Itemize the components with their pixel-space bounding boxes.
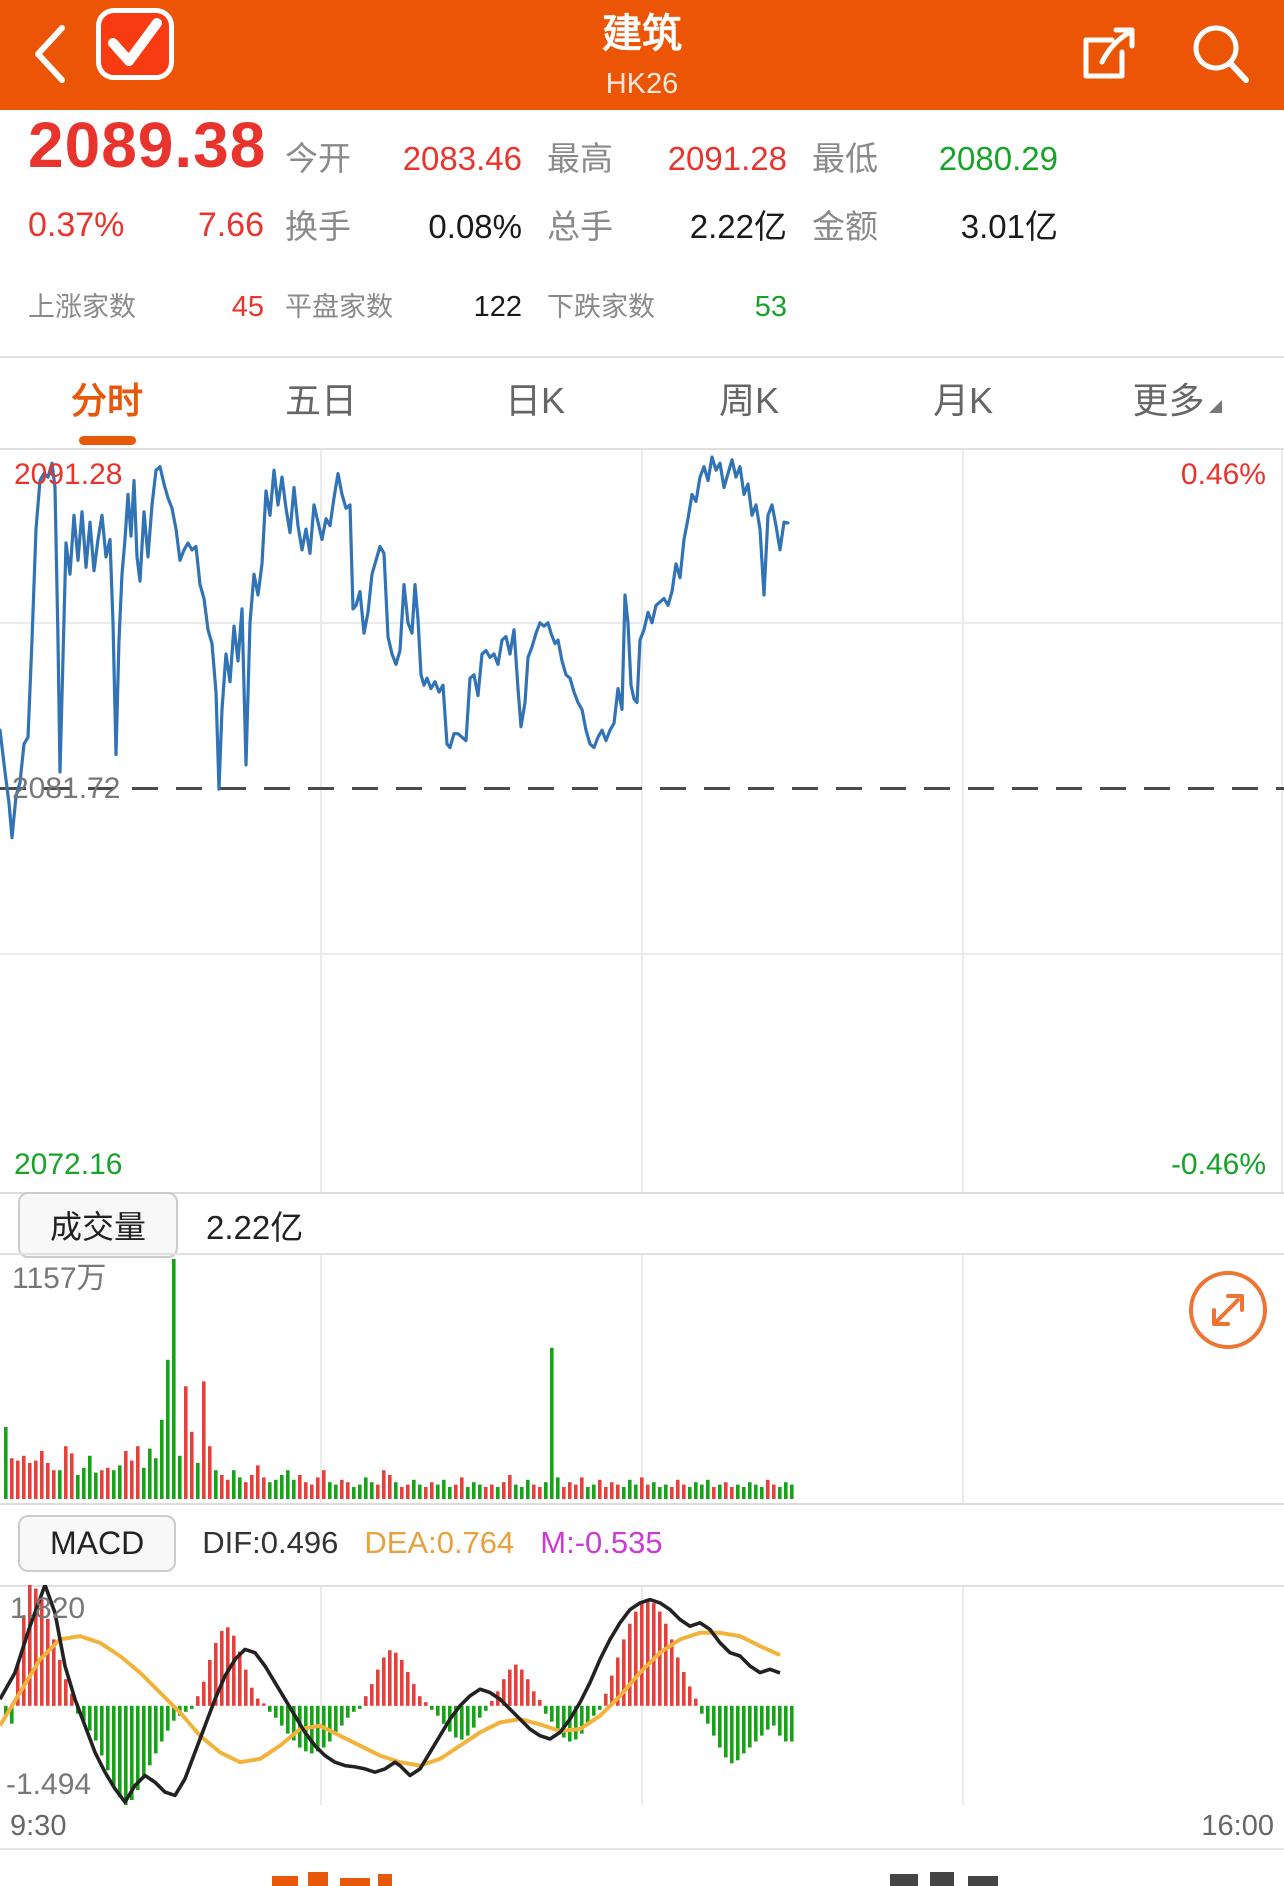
volume-button[interactable]: 成交量 <box>18 1192 179 1258</box>
tab-daily-k[interactable]: 日K <box>504 380 565 421</box>
active-tab-underline <box>79 436 136 445</box>
stat-turnover-rate: 换手 0.08% <box>285 208 522 245</box>
stat-high: 最高 2091.28 <box>547 140 787 177</box>
macd-button[interactable]: MACD <box>18 1514 177 1572</box>
chart-prev-close-label: 2081.72 <box>12 772 121 805</box>
macd-chart[interactable] <box>0 1585 1284 1805</box>
dea-value: DEA:0.764 <box>364 1525 515 1560</box>
chart-low-label: 2072.16 <box>14 1148 123 1181</box>
breadth-decliners: 下跌家数 53 <box>547 291 787 323</box>
stat-open: 今开 2083.46 <box>285 140 522 177</box>
back-icon[interactable] <box>30 22 70 86</box>
breadth-unchanged: 平盘家数 122 <box>285 291 522 323</box>
volume-max-label: 1157万 <box>12 1262 107 1295</box>
share-icon[interactable] <box>1072 18 1144 90</box>
breadth-advancers: 上涨家数 45 <box>28 291 264 323</box>
tab-weekly-k[interactable]: 周K <box>718 380 779 421</box>
price-change: 0.37% 7.66 <box>28 206 264 245</box>
expand-icon[interactable] <box>1186 1268 1270 1352</box>
tab-five-day[interactable]: 五日 <box>284 380 357 421</box>
header: 建筑 HK26 <box>0 0 1284 110</box>
m-value: M:-0.535 <box>540 1525 663 1560</box>
tab-minute[interactable]: 分时 <box>70 380 143 421</box>
minute-price-chart[interactable] <box>0 448 1284 1192</box>
volume-chart[interactable] <box>0 1253 1284 1503</box>
more-triangle-icon <box>1208 400 1222 413</box>
chart-high-label: 2091.28 <box>14 458 123 491</box>
macd-min-label: -1.494 <box>6 1768 92 1801</box>
last-price: 2089.38 <box>28 109 267 181</box>
stat-total-volume: 总手 2.22亿 <box>547 208 787 245</box>
volume-header: 成交量 2.22亿 <box>0 1192 1284 1258</box>
tab-more[interactable]: 更多 <box>1070 358 1284 448</box>
dif-value: DIF:0.496 <box>202 1525 339 1560</box>
time-axis: 9:30 16:00 <box>0 1810 1284 1848</box>
page-title: 建筑 <box>602 12 682 56</box>
divider <box>0 1192 1284 1194</box>
divider <box>0 1503 1284 1505</box>
macd-max-label: 1.820 <box>10 1592 86 1625</box>
chart-tab-bar: 分时 五日 日K 周K 月K 更多 <box>0 356 1284 448</box>
tab-monthly-k[interactable]: 月K <box>932 380 993 421</box>
time-end: 16:00 <box>1201 1810 1274 1842</box>
change-absolute: 7.66 <box>197 206 264 244</box>
macd-header: MACD DIF:0.496 DEA:0.764 M:-0.535 <box>0 1509 1284 1577</box>
volume-total: 2.22亿 <box>206 1209 304 1246</box>
divider <box>0 1848 1284 1850</box>
ticker-code: HK26 <box>605 68 679 100</box>
change-percent: 0.37% <box>28 206 125 244</box>
chart-pct-low-label: -0.46% <box>1170 1148 1266 1181</box>
stat-low: 最低 2080.29 <box>812 140 1058 177</box>
watchlist-check-icon[interactable] <box>96 8 174 80</box>
chart-pct-high-label: 0.46% <box>1180 458 1266 491</box>
search-icon[interactable] <box>1184 18 1256 90</box>
time-start: 9:30 <box>10 1810 67 1842</box>
stat-amount: 金额 3.01亿 <box>812 208 1058 245</box>
